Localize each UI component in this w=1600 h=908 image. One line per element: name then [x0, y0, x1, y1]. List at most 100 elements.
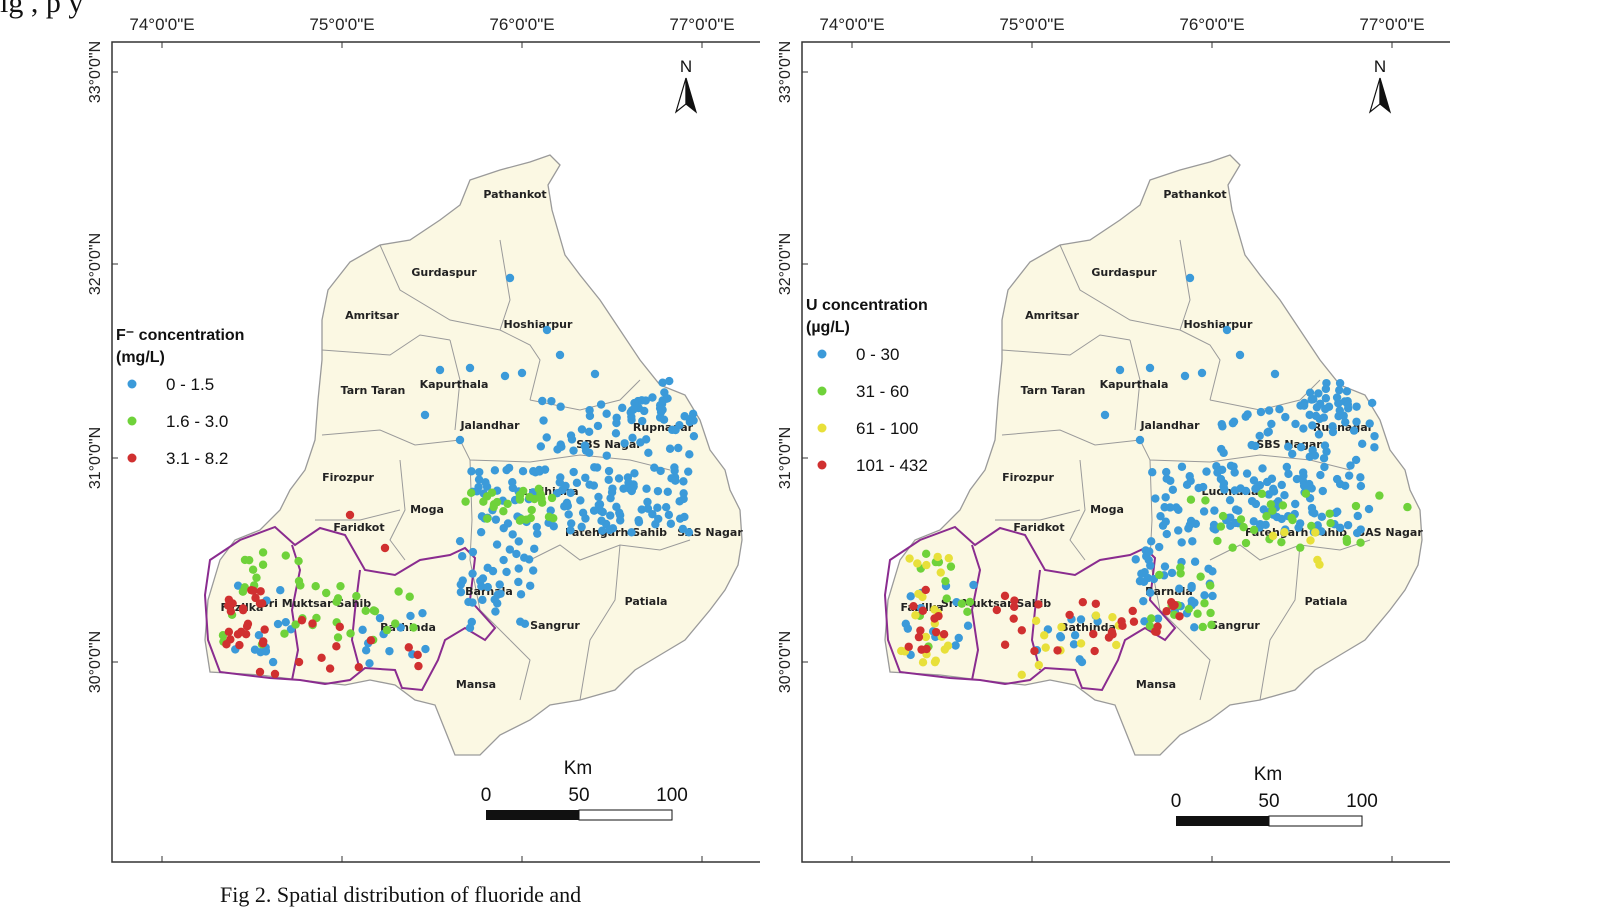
- sample-point-low: [1264, 406, 1274, 415]
- y-tick-label: 32°0'0"N: [777, 233, 794, 295]
- sample-point-very-high: [1090, 646, 1099, 656]
- sample-point-low: [597, 516, 606, 525]
- sample-point-low: [1335, 378, 1345, 388]
- sample-point-high: [911, 611, 920, 620]
- sample-point-low: [478, 595, 487, 605]
- sample-point-low: [1288, 449, 1297, 459]
- sample-point-medium: [466, 488, 476, 498]
- sample-point-very-high: [366, 636, 376, 645]
- sample-point-low: [593, 421, 603, 431]
- sample-point-medium: [1198, 622, 1207, 632]
- sample-point-low: [1137, 569, 1146, 578]
- sample-point-very-high: [918, 606, 928, 615]
- sample-point-very-high: [317, 653, 326, 663]
- sample-point-low: [596, 400, 606, 409]
- scale-bar-dark: [486, 810, 579, 820]
- sample-point-low: [468, 569, 477, 578]
- sample-point-low: [553, 445, 562, 454]
- district-boundary: [499, 239, 511, 331]
- sample-point-low: [477, 582, 486, 591]
- north-arrow-icon: [1379, 77, 1392, 114]
- sample-point-low: [616, 516, 625, 525]
- sample-point-low: [1154, 542, 1164, 552]
- sample-point-very-high: [1089, 629, 1098, 639]
- sample-point-low: [684, 467, 693, 476]
- sample-point-low: [1321, 404, 1330, 414]
- sample-point-very-high: [243, 619, 253, 629]
- sample-point-low: [607, 488, 617, 497]
- sample-point-medium: [1200, 599, 1209, 608]
- sample-point-low: [1187, 583, 1196, 593]
- sample-point-low: [1299, 471, 1308, 481]
- sample-point-very-high: [1128, 606, 1137, 616]
- scale-label: 0: [1171, 791, 1182, 812]
- sample-point-low: [1277, 480, 1286, 490]
- sample-point-low: [951, 641, 960, 650]
- sample-point-very-high: [222, 640, 231, 649]
- sample-point-high: [933, 552, 942, 562]
- sample-point-very-high: [260, 625, 269, 634]
- legend-label: 31 - 60: [856, 382, 909, 401]
- sample-point-low: [358, 625, 367, 635]
- sample-point-very-high: [335, 622, 345, 632]
- sample-point-low: [1249, 517, 1258, 526]
- sample-point-very-high: [224, 595, 234, 604]
- sample-point-very-high: [1017, 626, 1027, 635]
- sample-point-low: [1208, 591, 1217, 601]
- sample-point-low: [418, 608, 427, 618]
- sample-point-low: [627, 412, 636, 421]
- sample-point-low: [675, 421, 684, 430]
- sample-point-low: [539, 416, 548, 425]
- sample-point-low: [1299, 424, 1308, 433]
- sample-point-low: [602, 409, 611, 418]
- sample-point-low: [435, 365, 445, 375]
- sample-point-high: [1057, 622, 1066, 632]
- sample-point-low: [612, 413, 621, 422]
- sample-point-low: [1249, 476, 1259, 485]
- legend-unit: (µg/L): [806, 319, 850, 336]
- sample-point-low: [233, 581, 243, 590]
- y-tick-label: 31°0'0"N: [777, 427, 794, 489]
- sample-point-low: [643, 504, 653, 513]
- sample-point-low: [1280, 491, 1289, 500]
- sample-point-low: [627, 528, 636, 537]
- district-label: Moga: [410, 503, 444, 516]
- sample-point-medium: [391, 619, 400, 628]
- sample-point-low: [564, 510, 573, 519]
- sample-point-low: [1335, 406, 1344, 415]
- sample-point-low: [1344, 471, 1354, 480]
- sample-point-very-high: [909, 601, 918, 611]
- sample-point-medium: [336, 581, 345, 591]
- scale-label: 50: [1258, 791, 1279, 812]
- sample-point-medium: [1268, 506, 1277, 515]
- sample-point-low: [1346, 461, 1355, 470]
- sample-point-low: [590, 369, 600, 379]
- sample-point-very-high: [325, 664, 335, 673]
- sample-point-medium: [1145, 621, 1155, 631]
- sample-point-medium: [382, 625, 392, 635]
- district-boundary: [529, 539, 691, 561]
- sample-point-low: [1204, 564, 1213, 573]
- legend-swatch: [817, 423, 827, 433]
- sample-point-high: [1091, 611, 1101, 620]
- district-boundary: [1179, 239, 1191, 331]
- sample-point-low: [614, 474, 624, 483]
- sample-point-low: [611, 429, 621, 438]
- legend-label: 0 - 30: [856, 345, 899, 364]
- sample-point-very-high: [916, 626, 925, 635]
- legend-unit: (mg/L): [116, 349, 165, 366]
- sample-point-low: [675, 514, 685, 523]
- sample-point-low: [1219, 479, 1229, 488]
- north-arrow-icon: [685, 77, 698, 114]
- sample-point-very-high: [939, 630, 949, 639]
- district-label: Fatehgarh Sahib: [565, 526, 667, 539]
- sample-point-medium: [1196, 572, 1205, 581]
- sample-point-very-high: [1152, 627, 1161, 636]
- sample-point-low: [567, 519, 576, 528]
- sample-point-low: [1146, 561, 1155, 570]
- scale-label: 100: [1346, 791, 1378, 812]
- sample-point-medium: [394, 587, 403, 596]
- sample-point-low: [516, 590, 526, 599]
- sample-point-very-high: [1117, 617, 1126, 626]
- sample-point-low: [468, 598, 477, 607]
